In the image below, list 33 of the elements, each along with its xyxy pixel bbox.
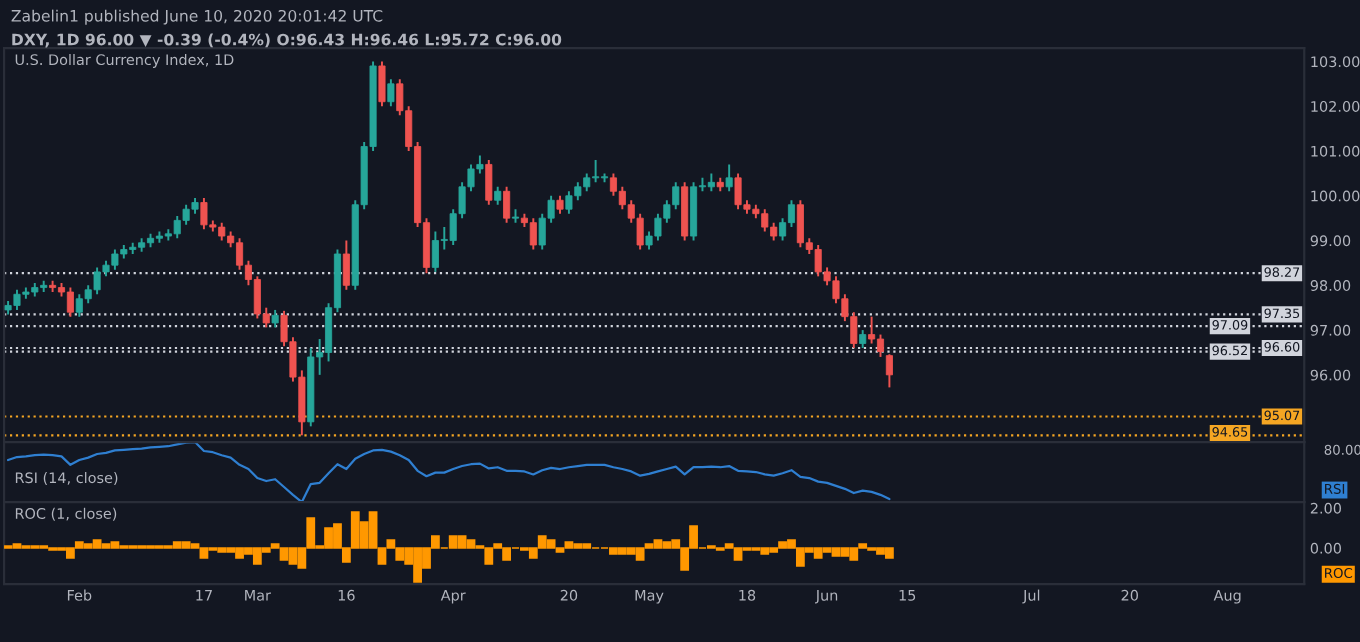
bar (466, 539, 476, 549)
candlestick (885, 353, 893, 389)
candlestick (66, 286, 74, 318)
candlestick (787, 199, 796, 229)
candlestick (378, 60, 386, 108)
bar (181, 541, 191, 549)
bar (813, 547, 823, 559)
bar (564, 541, 574, 549)
bar (831, 547, 841, 557)
candlestick (485, 158, 493, 206)
candlestick (868, 315, 876, 345)
bar (288, 547, 298, 565)
bar (448, 535, 458, 549)
bar (279, 547, 289, 561)
candlestick (342, 239, 350, 291)
bar (635, 547, 645, 561)
bar (840, 547, 850, 557)
bar (457, 535, 467, 549)
bar (822, 547, 832, 553)
candlestick (725, 163, 733, 193)
bar (110, 541, 120, 549)
bar (555, 547, 565, 553)
bar (92, 539, 102, 549)
bar (199, 547, 209, 559)
bar (733, 547, 743, 561)
bar (484, 547, 494, 565)
candlestick (387, 78, 395, 108)
candlestick (529, 217, 537, 251)
candlestick (503, 185, 511, 224)
bar (653, 539, 663, 549)
candlestick (876, 333, 885, 358)
bar (546, 539, 556, 549)
bar (662, 541, 672, 549)
